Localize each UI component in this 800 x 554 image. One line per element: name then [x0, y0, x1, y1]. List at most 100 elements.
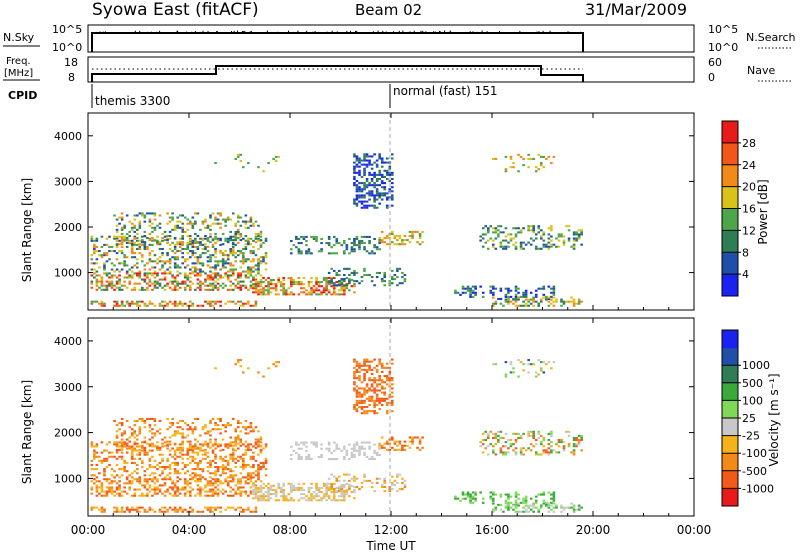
velocity-cell	[358, 362, 361, 365]
velocity-cell	[166, 478, 169, 481]
power-cell	[365, 204, 369, 207]
power-cell	[353, 161, 356, 164]
velocity-cell	[539, 367, 543, 370]
power-cell	[231, 235, 235, 238]
velocity-cell	[242, 476, 245, 479]
velocity-cell	[300, 441, 303, 444]
velocity-cell	[234, 492, 238, 495]
power-cell	[216, 272, 220, 275]
velocity-cell	[577, 441, 581, 444]
power-cell	[110, 274, 114, 277]
power-cell	[125, 270, 129, 273]
power-cell	[231, 282, 235, 285]
power-cell	[100, 284, 104, 287]
power-cell	[532, 304, 535, 307]
power-cell	[534, 293, 538, 296]
velocity-cell	[529, 434, 533, 437]
power-cell	[176, 288, 179, 291]
power-cell	[290, 285, 293, 288]
power-cell	[242, 260, 245, 263]
velocity-cell	[120, 468, 124, 471]
power-cell	[108, 250, 111, 253]
velocity-cell	[550, 449, 553, 452]
power-cell	[277, 281, 280, 284]
velocity-cell	[211, 506, 215, 509]
velocity-cell	[355, 370, 359, 373]
velocity-colorbar-tick-label: 1000	[742, 359, 770, 372]
power-cell	[219, 243, 222, 246]
velocity-cell	[370, 458, 374, 461]
power-cell	[186, 276, 190, 279]
velocity-cell	[141, 494, 144, 497]
power-cell	[231, 243, 235, 246]
velocity-cell	[120, 448, 124, 451]
power-cell	[148, 258, 152, 261]
velocity-cell	[118, 448, 121, 451]
power-cell	[194, 288, 197, 291]
power-cell	[183, 247, 187, 251]
power-cell	[552, 291, 556, 294]
power-cell	[507, 296, 510, 299]
power-cell	[466, 289, 470, 292]
power-cell	[199, 262, 202, 265]
power-cell	[249, 237, 253, 240]
velocity-cell	[353, 453, 356, 456]
power-cell	[138, 245, 142, 248]
power-cell	[196, 262, 200, 265]
power-cell	[120, 245, 124, 248]
power-cell	[537, 247, 541, 250]
power-cell	[330, 276, 333, 279]
power-cell	[368, 159, 371, 162]
velocity-cell	[181, 510, 185, 513]
velocity-cell	[550, 493, 553, 496]
power-cell	[479, 235, 482, 238]
power-cell	[355, 180, 359, 183]
velocity-cell	[214, 474, 217, 477]
power-cell	[562, 302, 566, 305]
power-cell	[148, 284, 152, 287]
velocity-cell	[214, 428, 217, 431]
velocity-cell	[125, 447, 129, 450]
velocity-cell	[224, 459, 227, 462]
velocity-cell	[257, 371, 260, 374]
power-cell	[219, 284, 222, 287]
velocity-cell	[236, 455, 240, 458]
velocity-cell	[332, 493, 336, 496]
power-cell	[547, 297, 551, 300]
velocity-cell	[206, 442, 210, 445]
velocity-cell	[115, 448, 119, 451]
power-cell	[570, 245, 573, 248]
power-cell	[133, 241, 137, 244]
velocity-cell	[537, 493, 541, 496]
velocity-cell	[146, 480, 149, 483]
power-cell	[236, 216, 240, 219]
power-cell	[464, 291, 467, 294]
velocity-cell	[199, 494, 202, 497]
velocity-cell	[153, 444, 157, 447]
velocity-cell	[560, 504, 563, 507]
velocity-cell	[211, 451, 215, 454]
velocity-cell	[552, 510, 556, 513]
velocity-cell	[135, 449, 139, 452]
velocity-cell	[385, 375, 389, 378]
velocity-cell	[332, 488, 336, 491]
power-cell	[214, 252, 217, 255]
power-cell	[153, 266, 157, 269]
velocity-cell	[254, 459, 258, 462]
power-cell	[385, 173, 389, 176]
power-cell	[214, 216, 217, 219]
power-cell	[492, 285, 495, 288]
power-cell	[173, 243, 177, 246]
power-cell	[517, 291, 520, 294]
velocity-cell	[191, 445, 195, 448]
power-cell	[290, 276, 293, 279]
velocity-cell	[317, 488, 321, 492]
power-cell	[247, 243, 250, 246]
velocity-cell	[512, 371, 515, 374]
velocity-cell	[181, 488, 185, 491]
power-cell	[118, 278, 121, 281]
velocity-cell	[148, 443, 152, 446]
velocity-cell	[236, 482, 240, 485]
power-cell	[368, 190, 371, 193]
velocity-cell	[120, 455, 124, 458]
